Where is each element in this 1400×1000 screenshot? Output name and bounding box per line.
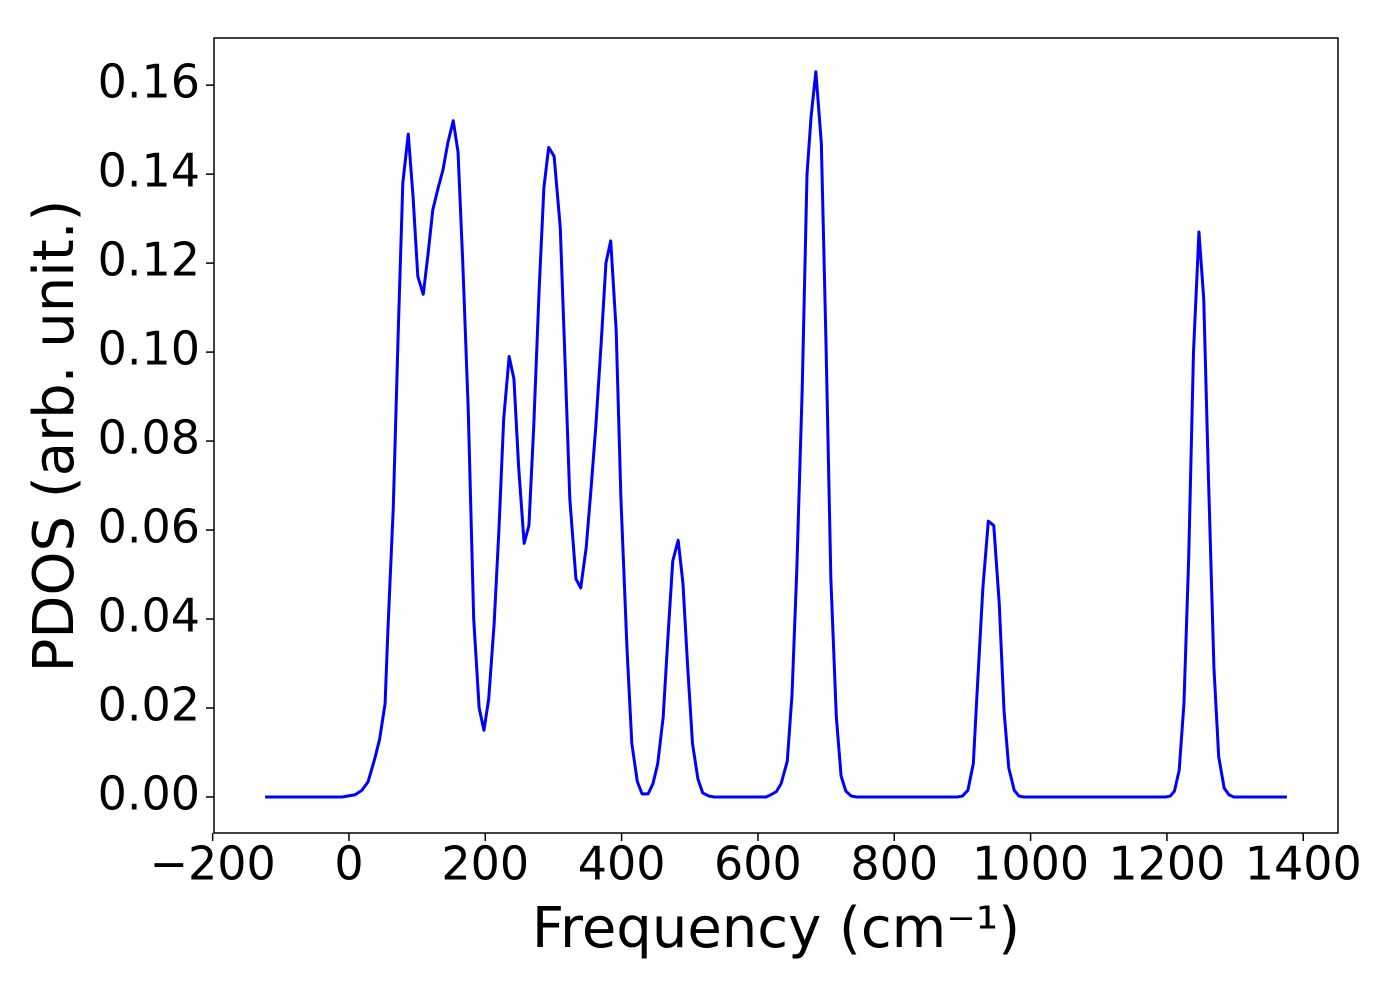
x-tick-label: 1000: [972, 837, 1089, 891]
y-tick-label: 0.10: [98, 322, 200, 376]
x-tick-label: 600: [714, 837, 802, 891]
x-tick-label: 400: [578, 837, 666, 891]
x-axis-label: Frequency (cm⁻¹): [532, 896, 1020, 961]
y-tick-label: 0.04: [98, 589, 200, 643]
x-tick-label: 0: [334, 837, 363, 891]
y-tick-label: 0.08: [98, 411, 200, 465]
x-tick-label: 800: [850, 837, 938, 891]
y-axis-label: PDOS (arb. unit.): [22, 200, 87, 673]
x-tick-label: 1200: [1108, 837, 1225, 891]
y-tick-label: 0.02: [98, 677, 200, 731]
line: [265, 70, 1287, 799]
y-tick-label: 0.14: [98, 144, 200, 198]
y-tick-label: 0.06: [98, 500, 200, 554]
y-tick-label: 0.16: [98, 55, 200, 109]
y-tick-label: 0.00: [98, 766, 200, 820]
y-tick-label: 0.12: [98, 233, 200, 287]
x-tick-label: 200: [441, 837, 529, 891]
x-tick-label: −200: [149, 837, 275, 891]
plot-frame: [213, 37, 1339, 834]
x-tick-label: 1400: [1245, 837, 1362, 891]
